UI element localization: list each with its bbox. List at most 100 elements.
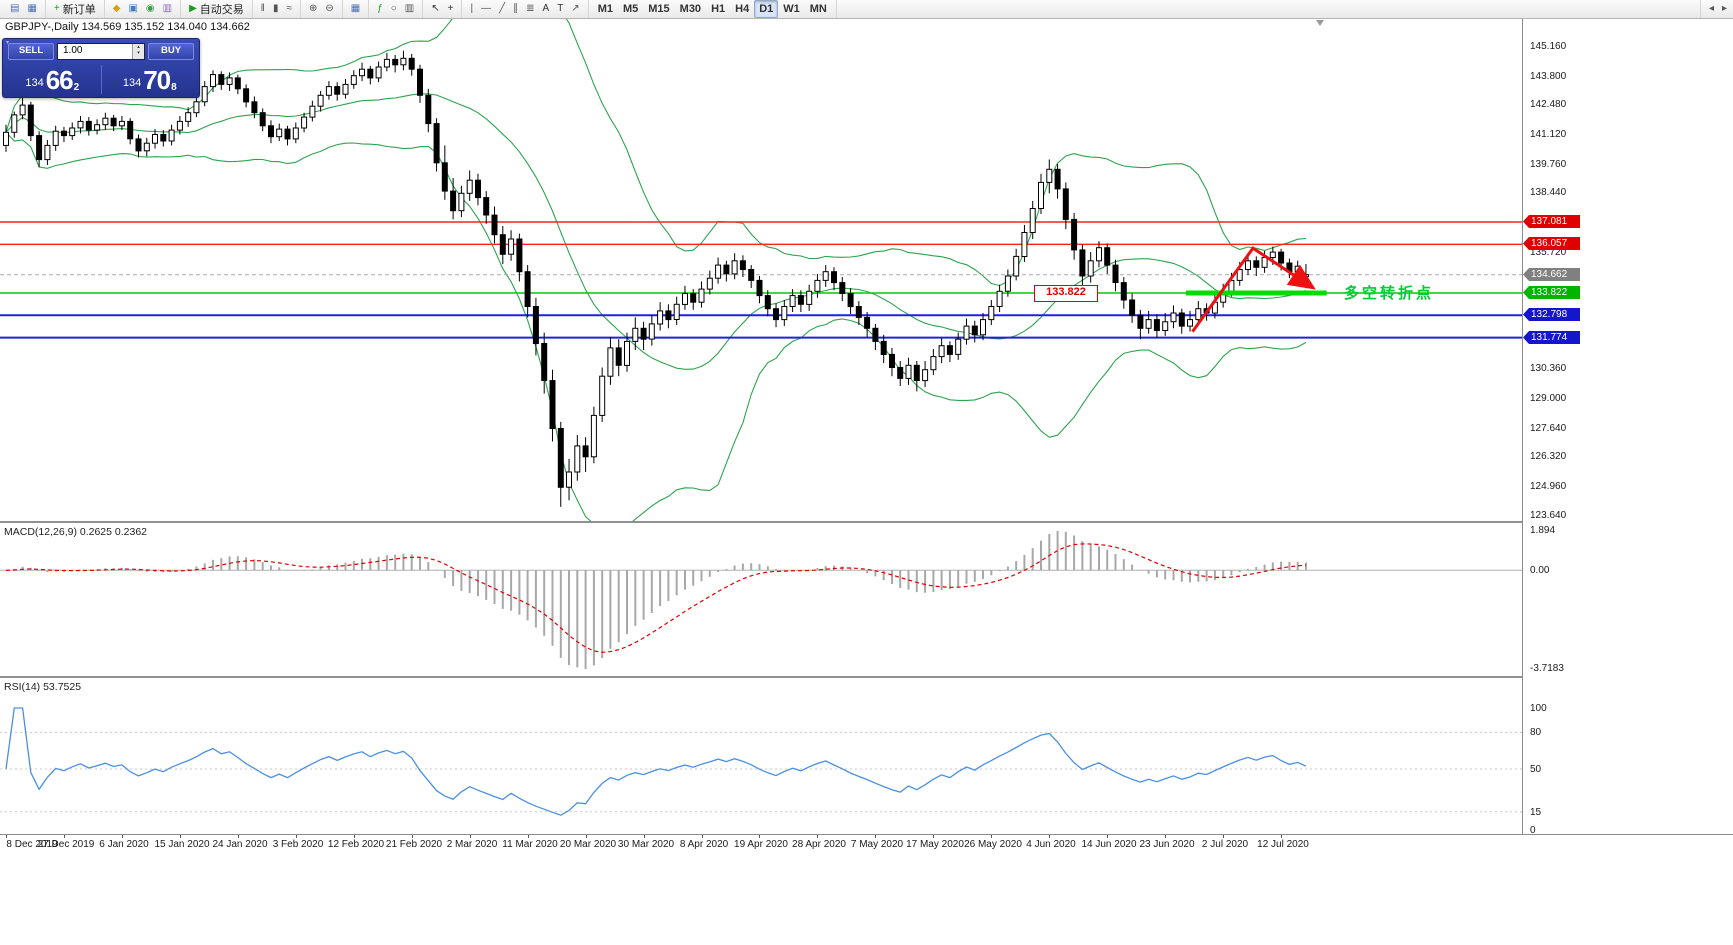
tf-m1-button[interactable]: M1 (593, 0, 618, 18)
crosshair-button[interactable]: + (444, 0, 458, 18)
line-chart-button[interactable]: ≈ (282, 0, 296, 18)
panel-separator[interactable] (0, 521, 1522, 523)
templates-button[interactable]: ▥ (401, 0, 418, 18)
toolbar-next-button[interactable]: ▸ (1718, 0, 1731, 18)
bid-price-tag: 134.662 (1523, 268, 1580, 281)
vertical-line-button[interactable]: | (466, 0, 477, 18)
tf-m30-button[interactable]: M30 (675, 0, 706, 18)
text-label-button[interactable]: T (553, 0, 567, 18)
indicators-icon: ƒ (377, 3, 383, 14)
sell-price-button[interactable]: 134 66 2 (5, 62, 100, 97)
tile-windows-button[interactable]: ▦ (347, 0, 364, 18)
indicators-button[interactable]: ƒ (373, 0, 387, 18)
cursor-icon: ↖ (431, 3, 440, 14)
autotrading-button[interactable]: ▶ 自动交易 (185, 0, 248, 18)
rsi-panel-canvas[interactable] (0, 678, 1522, 834)
zoom-out-button[interactable]: ⊖ (321, 0, 337, 18)
time-tick (1281, 835, 1282, 838)
zoom-in-button[interactable]: ⊕ (305, 0, 321, 18)
trendline-button[interactable]: ╱ (495, 0, 509, 18)
price-axis-label: 138.440 (1530, 187, 1567, 198)
axis-separator (0, 834, 1733, 835)
date-label: 20 Mar 2020 (559, 839, 617, 850)
time-axis[interactable]: 8 Dec 2019 27 Dec 2019 6 Jan 2020 15 Jan 20… (0, 835, 1733, 853)
market-watch-button[interactable]: ◆ (109, 0, 125, 18)
tf-h4-button[interactable]: H4 (730, 0, 754, 18)
time-tick (64, 835, 65, 838)
fibonacci-icon: ≣ (526, 3, 535, 14)
candlestick-chart-button[interactable]: ▮ (269, 0, 283, 18)
equidistant-channel-button[interactable]: ∥ (509, 0, 522, 18)
tile-windows-icon: ▦ (350, 3, 361, 14)
time-tick (586, 835, 587, 838)
volume-down-button[interactable]: ▾ (137, 50, 140, 56)
volume-field[interactable]: 1.00 ▴ ▾ (57, 43, 145, 60)
chart-shift-marker[interactable] (1316, 20, 1324, 26)
time-tick (644, 835, 645, 838)
panel-separator[interactable] (0, 676, 1522, 678)
panels-group: ◆ ▣ ◉ ▥ (105, 0, 182, 18)
horizontal-line-button[interactable]: — (477, 0, 495, 18)
time-tick (470, 835, 471, 838)
equidistant-channel-icon: ∥ (513, 3, 519, 14)
navigator-button[interactable]: ◉ (142, 0, 159, 18)
trend-arrow-annotation[interactable] (1191, 246, 1316, 333)
autotrade-group: ▶ 自动交易 (181, 0, 253, 18)
fibonacci-button[interactable]: ≣ (522, 0, 538, 18)
templates-icon: ▥ (404, 3, 415, 14)
sell-button[interactable]: SELL (8, 43, 54, 60)
volume-value[interactable]: 1.00 (63, 45, 83, 56)
tf-h4-label: H4 (735, 3, 750, 15)
tf-w1-button[interactable]: W1 (778, 0, 805, 18)
new-chart-button[interactable]: ▤ (6, 0, 23, 18)
macd-indicator-label: MACD(12,26,9) 0.2625 0.2362 (4, 526, 148, 538)
buy-price-button[interactable]: 134 70 8 (103, 62, 198, 97)
macd-histogram (5, 531, 1307, 669)
date-label: 19 Apr 2020 (734, 839, 788, 850)
bollinger-bands (5, 18, 1307, 521)
arrows-button[interactable]: ↗ (567, 0, 583, 18)
overflow-group: ◂ ▸ (1699, 0, 1733, 18)
date-label: 2 Jul 2020 (1201, 839, 1249, 850)
toolbar-prev-button[interactable]: ◂ (1705, 0, 1718, 18)
cursor-button[interactable]: ↖ (427, 0, 443, 18)
buy-price-prefix: 134 (122, 77, 142, 89)
tf-d1-button[interactable]: D1 (754, 0, 779, 18)
volume-up-button[interactable]: ▴ (137, 44, 140, 50)
time-tick (702, 835, 703, 838)
price-axis-label: 141.120 (1530, 129, 1567, 140)
tf-mn-button[interactable]: MN (805, 0, 832, 18)
tf-h1-button[interactable]: H1 (706, 0, 730, 18)
crosshair-icon: + (447, 3, 454, 14)
chart-profiles-button[interactable]: ▦ (23, 0, 40, 18)
time-tick (817, 835, 818, 838)
macd-panel-canvas[interactable] (0, 523, 1522, 676)
price-axis-border (1522, 18, 1523, 835)
data-window-button[interactable]: ▣ (124, 0, 141, 18)
pivot-note-annotation[interactable]: 多空转折点 (1344, 285, 1435, 302)
price-tag: 137.081 (1523, 215, 1580, 228)
price-axis-label: 124.960 (1530, 481, 1567, 492)
one-click-collapse-button[interactable]: ▾ (6, 40, 10, 46)
periods-button[interactable]: ○ (387, 0, 401, 18)
buy-button[interactable]: BUY (148, 43, 194, 60)
terminal-button[interactable]: ▥ (159, 0, 176, 18)
trendline-icon: ╱ (499, 3, 506, 14)
text-button[interactable]: A (539, 0, 554, 18)
toolbar-prev-icon: ◂ (1708, 3, 1714, 14)
date-label: 11 Mar 2020 (502, 839, 558, 850)
autotrading-icon: ▶ (189, 3, 197, 14)
price-chart-canvas[interactable] (0, 18, 1522, 521)
time-tick (1223, 835, 1224, 838)
price-axis-label: 139.760 (1530, 159, 1567, 170)
tf-w1-label: W1 (783, 3, 800, 15)
date-label: 23 Jun 2020 (1139, 839, 1195, 850)
bar-chart-button[interactable]: ‖ (257, 0, 269, 18)
order-group: + 新订单 (46, 0, 105, 18)
price-flag-annotation[interactable]: 133.822 (1034, 285, 1098, 302)
tf-m5-button[interactable]: M5 (618, 0, 643, 18)
line-chart-icon: ≈ (286, 3, 292, 14)
tf-m15-button[interactable]: M15 (643, 0, 674, 18)
new-order-button[interactable]: + 新订单 (50, 0, 100, 18)
price-axis[interactable]: 145.160 143.800 142.480 141.120 139.760 138.4… (1523, 18, 1733, 836)
